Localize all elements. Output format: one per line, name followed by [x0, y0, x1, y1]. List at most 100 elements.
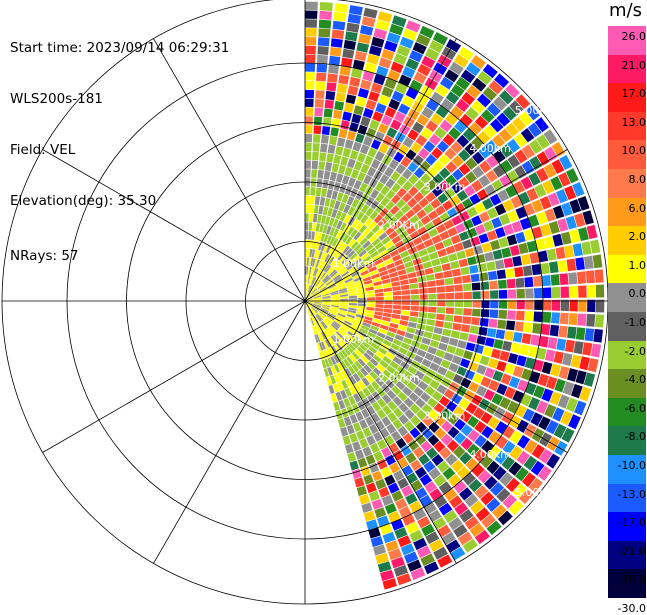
- velocity-gate: [349, 296, 357, 299]
- velocity-gate: [325, 162, 332, 171]
- velocity-gate: [569, 286, 578, 298]
- velocity-gate: [347, 131, 356, 141]
- velocity-gate: [402, 306, 411, 311]
- velocity-gate: [352, 441, 361, 451]
- velocity-gate: [448, 253, 458, 262]
- colorbar-tick-label: 21.0: [610, 60, 646, 72]
- velocity-gate: [472, 291, 480, 299]
- velocity-gate: [502, 341, 512, 352]
- velocity-gate: [430, 340, 440, 348]
- velocity-gate: [437, 293, 446, 299]
- velocity-gate: [314, 108, 323, 117]
- velocity-gate: [305, 11, 318, 19]
- velocity-gate: [342, 49, 354, 59]
- velocity-gate: [504, 331, 514, 341]
- velocity-gate: [487, 328, 497, 337]
- velocity-gate: [345, 167, 353, 177]
- velocity-gate: [455, 348, 465, 357]
- velocity-gate: [516, 355, 527, 367]
- velocity-gate: [596, 300, 605, 313]
- velocity-gate: [346, 94, 357, 104]
- velocity-gate: [545, 350, 555, 362]
- velocity-gate: [463, 350, 473, 360]
- velocity-gate: [466, 342, 476, 351]
- velocity-gate: [305, 143, 312, 151]
- velocity-gate: [318, 37, 330, 46]
- velocity-gate: [440, 256, 450, 264]
- velocity-gate: [595, 269, 604, 282]
- velocity-gate: [375, 304, 383, 308]
- velocity-gate: [336, 92, 346, 102]
- velocity-gate: [309, 222, 313, 230]
- velocity-gate: [586, 314, 595, 327]
- velocity-gate: [309, 214, 313, 222]
- velocity-gate: [491, 349, 501, 359]
- velocity-gate: [317, 214, 322, 223]
- velocity-gate: [338, 75, 349, 85]
- azimuth-spoke: [154, 301, 306, 563]
- velocity-gate: [356, 97, 367, 107]
- velocity-gate: [305, 222, 308, 230]
- velocity-gate: [391, 281, 400, 286]
- velocity-gate: [567, 327, 577, 339]
- velocity-gate: [305, 108, 313, 116]
- velocity-gate: [479, 233, 490, 243]
- velocity-gate: [518, 243, 528, 254]
- colorbar-tick-label: 17.0: [610, 88, 646, 100]
- velocity-gate: [449, 338, 459, 347]
- velocity-gate: [569, 313, 578, 325]
- velocity-gate: [460, 267, 469, 275]
- velocity-gate: [489, 319, 498, 328]
- range-ring-label: 2.00km: [378, 371, 420, 384]
- velocity-gate: [334, 3, 348, 13]
- velocity-gate: [307, 249, 310, 257]
- velocity-gate: [331, 299, 339, 301]
- colorbar-tick-label: -8.0: [610, 431, 646, 443]
- velocity-gate: [534, 300, 542, 310]
- velocity-gate: [427, 313, 436, 319]
- velocity-gate: [324, 109, 333, 118]
- velocity-gate: [360, 80, 372, 91]
- velocity-gate: [547, 249, 557, 261]
- velocity-gate: [410, 311, 419, 317]
- velocity-gate: [375, 289, 384, 293]
- velocity-gate: [358, 88, 369, 98]
- velocity-gate: [478, 327, 487, 336]
- velocity-gate: [454, 315, 463, 323]
- colorbar-tick-label: 0.0: [610, 288, 646, 300]
- velocity-gate: [326, 189, 332, 198]
- velocity-gate: [459, 259, 469, 268]
- velocity-gate: [471, 317, 480, 325]
- velocity-gate: [343, 148, 352, 158]
- velocity-gate: [308, 240, 311, 248]
- velocity-gate: [483, 347, 493, 357]
- velocity-gate: [314, 117, 322, 126]
- colorbar-tick-label: -10.0: [610, 460, 646, 472]
- velocity-gate: [584, 256, 594, 269]
- velocity-gate: [366, 290, 375, 294]
- velocity-gate: [334, 12, 347, 22]
- velocity-gate: [549, 261, 559, 273]
- velocity-gate: [316, 73, 326, 82]
- velocity-gate: [350, 150, 359, 160]
- velocity-gate: [305, 81, 314, 90]
- velocity-gate: [330, 127, 339, 136]
- velocity-gate: [344, 103, 354, 113]
- azimuth-spoke: [43, 301, 305, 453]
- velocity-gate: [452, 355, 462, 365]
- velocity-gate: [319, 11, 332, 20]
- velocity-gate: [428, 307, 437, 313]
- velocity-gate: [548, 337, 558, 349]
- velocity-gate: [446, 345, 456, 354]
- velocity-gate: [308, 231, 311, 239]
- velocity-gate: [454, 308, 463, 315]
- velocity-gate: [575, 257, 585, 270]
- velocity-gate: [451, 330, 460, 338]
- velocity-gate: [318, 28, 330, 37]
- velocity-gate: [363, 8, 377, 19]
- velocity-gate: [329, 136, 337, 145]
- velocity-gate: [542, 312, 551, 323]
- velocity-gate: [525, 288, 534, 298]
- velocity-gate: [360, 116, 370, 126]
- velocity-gate: [315, 99, 324, 108]
